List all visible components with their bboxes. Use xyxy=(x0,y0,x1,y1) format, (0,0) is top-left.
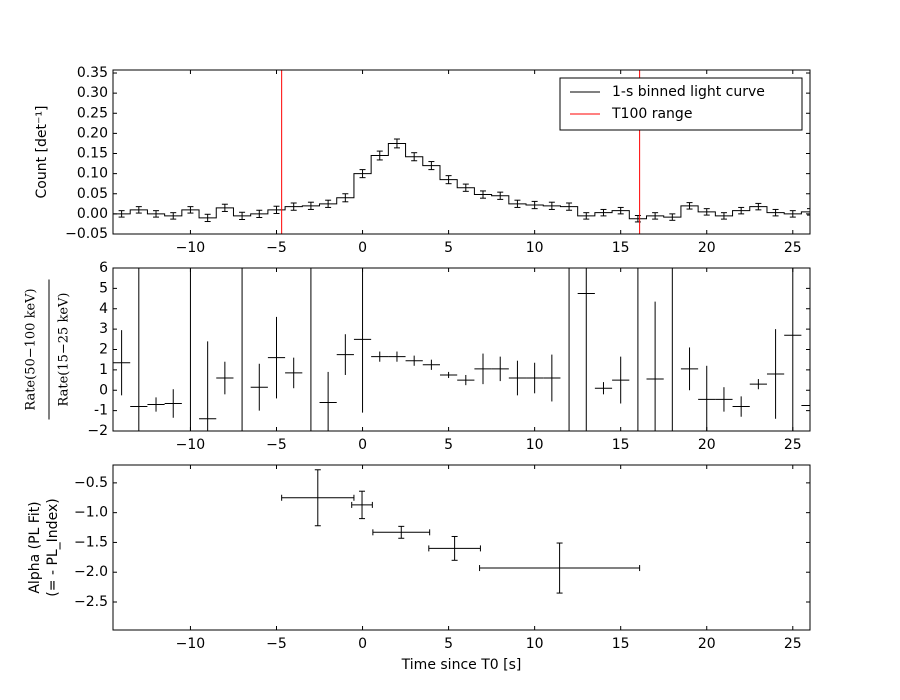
y-tick-label: 0.30 xyxy=(77,85,108,101)
y-tick-label: 0.10 xyxy=(77,166,108,182)
legend-label: T100 range xyxy=(611,106,692,122)
y-tick-label: −2 xyxy=(87,423,108,439)
x-tick-label: −5 xyxy=(266,636,287,652)
y-tick-label: 6 xyxy=(99,260,108,276)
legend-label: 1-s binned light curve xyxy=(612,84,765,100)
y-axis-label: Rate(50−100 keV) xyxy=(24,288,39,410)
y-axis-label: (= - PL_Index) xyxy=(45,498,61,596)
x-tick-label: 15 xyxy=(612,636,630,652)
y-axis-label: Alpha (PL Fit) xyxy=(27,501,43,593)
y-tick-label: −0.5 xyxy=(74,475,108,491)
y-tick-label: 0.05 xyxy=(77,186,108,202)
plot-area xyxy=(113,268,810,431)
x-tick-label: 0 xyxy=(358,437,367,453)
x-tick-label: −10 xyxy=(176,636,206,652)
y-tick-label: 0.35 xyxy=(77,65,108,81)
y-tick-label: −2.5 xyxy=(74,594,108,610)
y-tick-label: 0.15 xyxy=(77,146,108,162)
x-tick-label: 10 xyxy=(526,636,544,652)
x-tick-label: 20 xyxy=(698,437,716,453)
x-tick-label: −5 xyxy=(266,240,287,256)
x-tick-label: 20 xyxy=(698,240,716,256)
y-tick-label: 0.00 xyxy=(77,206,108,222)
x-axis-label: Time since T0 [s] xyxy=(401,657,522,673)
y-tick-label: 0 xyxy=(99,382,108,398)
x-tick-label: 25 xyxy=(784,437,802,453)
axes-frame xyxy=(112,69,811,235)
legend-box xyxy=(559,77,803,131)
x-tick-label: 5 xyxy=(444,636,453,652)
y-tick-label: 5 xyxy=(99,280,108,296)
x-tick-label: −10 xyxy=(176,437,206,453)
y-tick-label: −2.0 xyxy=(74,564,108,580)
y-tick-label: −1.0 xyxy=(74,505,108,521)
plot-area xyxy=(281,469,641,594)
y-tick-label: 4 xyxy=(99,301,108,317)
y-axis-label: Count [det⁻¹] xyxy=(34,106,50,199)
x-tick-label: 5 xyxy=(444,240,453,256)
y-tick-label: −0.05 xyxy=(65,226,108,242)
x-tick-label: 5 xyxy=(444,437,453,453)
y-axis-label: Rate(15−25 keV) xyxy=(57,293,72,407)
x-tick-label: 10 xyxy=(526,437,544,453)
x-tick-label: 15 xyxy=(612,437,630,453)
axes-frame xyxy=(112,464,811,631)
x-tick-label: 25 xyxy=(784,240,802,256)
y-tick-label: 3 xyxy=(99,321,108,337)
x-tick-label: 0 xyxy=(358,240,367,256)
y-tick-label: 0.25 xyxy=(77,105,108,121)
light-curve xyxy=(113,142,810,220)
y-tick-label: -1 xyxy=(94,403,108,419)
x-tick-label: 0 xyxy=(358,636,367,652)
y-tick-label: 0.20 xyxy=(77,125,108,141)
y-tick-label: 1 xyxy=(99,362,108,378)
y-tick-label: 2 xyxy=(99,342,108,358)
x-tick-label: 10 xyxy=(526,240,544,256)
plot-area xyxy=(113,70,810,234)
axes-frame xyxy=(112,267,811,432)
x-tick-label: −10 xyxy=(176,240,206,256)
x-tick-label: −5 xyxy=(266,437,287,453)
y-tick-label: −1.5 xyxy=(74,534,108,550)
x-tick-label: 15 xyxy=(612,240,630,256)
x-tick-label: 20 xyxy=(698,636,716,652)
x-tick-label: 25 xyxy=(784,636,802,652)
